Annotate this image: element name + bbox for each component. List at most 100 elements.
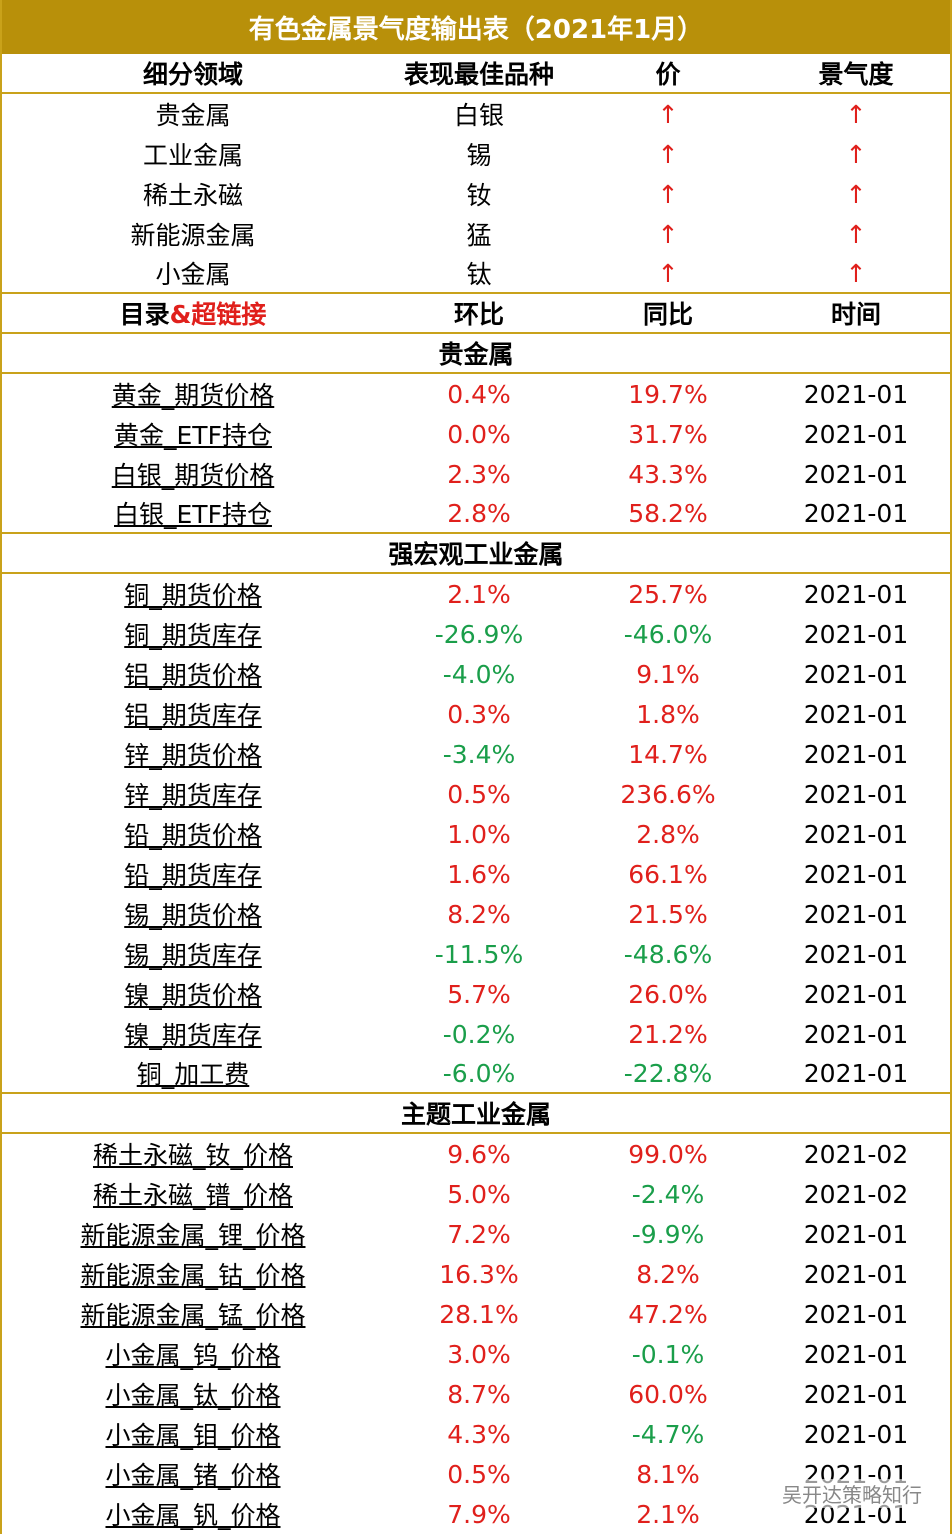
data-cell: 9.1% xyxy=(636,659,700,689)
link[interactable]: 镍_期货库存 xyxy=(124,1021,262,1050)
data-cell: 3.0% xyxy=(447,1339,511,1369)
link[interactable]: 白银_期货价格 xyxy=(111,461,275,490)
data-cell: 1.6% xyxy=(447,859,511,889)
data-cell: 2021-01 xyxy=(803,1219,909,1249)
header-cell: 目录 &超链接 xyxy=(2,294,384,332)
link[interactable]: 新能源金属_钴_价格 xyxy=(80,1261,306,1290)
link[interactable]: 锌_期货价格 xyxy=(124,741,262,770)
summary-cell: 工业金属 xyxy=(142,141,243,170)
header-row: 细分领域 表现最佳品种 价 景气度 xyxy=(2,54,950,94)
link[interactable]: 铝_期货库存 xyxy=(124,701,262,730)
summary-cell: ↑ xyxy=(657,99,679,129)
data-cell: 2.8% xyxy=(636,819,700,849)
header-cell: 时间 xyxy=(830,300,881,329)
data-cell: 60.0% xyxy=(628,1379,708,1409)
data-row: 小金属_钛_价格 8.7% 60.0% 2021-01 xyxy=(2,1374,950,1414)
data-cell: 7.9% xyxy=(447,1499,511,1529)
data-cell: 14.7% xyxy=(628,739,708,769)
section-row: 主题工业金属 xyxy=(2,1094,950,1134)
data-row: 铜_期货库存 -26.9% -46.0% 2021-01 xyxy=(2,614,950,654)
data-cell: 2021-01 xyxy=(803,579,909,609)
data-cell: 99.0% xyxy=(628,1139,708,1169)
data-row: 小金属_钼_价格 4.3% -4.7% 2021-01 xyxy=(2,1414,950,1454)
link[interactable]: 铅_期货价格 xyxy=(124,821,262,850)
data-cell: 2021-01 xyxy=(803,979,909,1009)
data-row: 新能源金属_锂_价格 7.2% -9.9% 2021-01 xyxy=(2,1214,950,1254)
link[interactable]: 稀土永磁_镨_价格 xyxy=(92,1181,293,1210)
data-row: 黄金_ETF持仓 0.0% 31.7% 2021-01 xyxy=(2,414,950,454)
data-row: 新能源金属_钴_价格 16.3% 8.2% 2021-01 xyxy=(2,1254,950,1294)
link[interactable]: 铜_期货价格 xyxy=(124,581,262,610)
link[interactable]: 新能源金属_锂_价格 xyxy=(80,1221,306,1250)
data-row: 稀土永磁_镨_价格 5.0% -2.4% 2021-02 xyxy=(2,1174,950,1214)
data-cell: 2021-01 xyxy=(803,779,909,809)
data-cell: 2021-02 xyxy=(803,1139,909,1169)
link[interactable]: 小金属_钛_价格 xyxy=(105,1381,281,1410)
summary-cell: ↑ xyxy=(657,219,679,249)
data-row: 铜_加工费 -6.0% -22.8% 2021-01 xyxy=(2,1054,950,1094)
data-cell: 2021-01 xyxy=(803,1419,909,1449)
summary-cell: ↑ xyxy=(657,139,679,169)
link[interactable]: 新能源金属_锰_价格 xyxy=(80,1301,306,1330)
header-text: &超链接 xyxy=(169,300,267,329)
summary-cell: 猛 xyxy=(466,221,492,250)
link[interactable]: 小金属_钼_价格 xyxy=(105,1421,281,1450)
section-row: 贵金属 xyxy=(2,334,950,374)
data-cell: 26.0% xyxy=(628,979,708,1009)
data-row: 白银_期货价格 2.3% 43.3% 2021-01 xyxy=(2,454,950,494)
data-cell: 28.1% xyxy=(439,1299,519,1329)
link[interactable]: 锡_期货价格 xyxy=(124,901,262,930)
link[interactable]: 黄金_期货价格 xyxy=(111,381,275,410)
link[interactable]: 铝_期货价格 xyxy=(124,661,262,690)
data-row: 铝_期货价格 -4.0% 9.1% 2021-01 xyxy=(2,654,950,694)
link[interactable]: 铜_加工费 xyxy=(136,1060,250,1089)
summary-cell: 小金属 xyxy=(155,260,231,289)
header-cell: 景气度 xyxy=(818,60,894,89)
data-cell: 0.3% xyxy=(447,699,511,729)
data-cell: -4.7% xyxy=(631,1419,705,1449)
data-cell: 2021-01 xyxy=(803,659,909,689)
data-cell: 21.5% xyxy=(628,899,708,929)
data-cell: 25.7% xyxy=(628,579,708,609)
data-cell: 2021-02 xyxy=(803,1179,909,1209)
data-cell: -3.4% xyxy=(442,739,516,769)
header-row: 目录 &超链接 环比 同比 时间 xyxy=(2,294,950,334)
summary-cell: ↑ xyxy=(657,258,679,288)
link[interactable]: 铅_期货库存 xyxy=(124,861,262,890)
link[interactable]: 黄金_ETF持仓 xyxy=(114,421,272,450)
header-text: 目录 xyxy=(119,300,170,329)
link[interactable]: 稀土永磁_钕_价格 xyxy=(92,1141,293,1170)
link[interactable]: 镍_期货价格 xyxy=(124,981,262,1010)
data-cell: 2021-01 xyxy=(803,379,909,409)
data-cell: 2021-01 xyxy=(803,1259,909,1289)
data-cell: 8.2% xyxy=(636,1259,700,1289)
link[interactable]: 锌_期货库存 xyxy=(124,781,262,810)
data-cell: -2.4% xyxy=(631,1179,705,1209)
header-cell: 价 xyxy=(655,60,681,89)
link[interactable]: 锡_期货库存 xyxy=(124,941,262,970)
link[interactable]: 小金属_钒_价格 xyxy=(105,1501,281,1530)
link[interactable]: 小金属_锗_价格 xyxy=(105,1461,281,1490)
data-cell: 2021-01 xyxy=(803,939,909,969)
link[interactable]: 白银_ETF持仓 xyxy=(114,500,272,529)
data-cell: 47.2% xyxy=(628,1299,708,1329)
data-row: 锡_期货价格 8.2% 21.5% 2021-01 xyxy=(2,894,950,934)
data-row: 镍_期货库存 -0.2% 21.2% 2021-01 xyxy=(2,1014,950,1054)
link[interactable]: 铜_期货库存 xyxy=(124,621,262,650)
link[interactable]: 小金属_钨_价格 xyxy=(105,1341,281,1370)
data-cell: 2021-01 xyxy=(803,1339,909,1369)
data-cell: 2021-01 xyxy=(803,419,909,449)
summary-cell: 钛 xyxy=(466,260,492,289)
data-cell: -26.9% xyxy=(434,619,524,649)
data-cell: -11.5% xyxy=(434,939,524,969)
data-cell: 0.5% xyxy=(447,779,511,809)
data-cell: -46.0% xyxy=(623,619,713,649)
summary-cell: 新能源金属 xyxy=(130,221,256,250)
section-row: 强宏观工业金属 xyxy=(2,534,950,574)
data-cell: 0.0% xyxy=(447,419,511,449)
data-cell: 0.5% xyxy=(447,1459,511,1489)
data-cell: 5.7% xyxy=(447,979,511,1009)
data-cell: 2.1% xyxy=(447,579,511,609)
data-cell: 2021-01 xyxy=(803,459,909,489)
data-cell: 1.8% xyxy=(636,699,700,729)
